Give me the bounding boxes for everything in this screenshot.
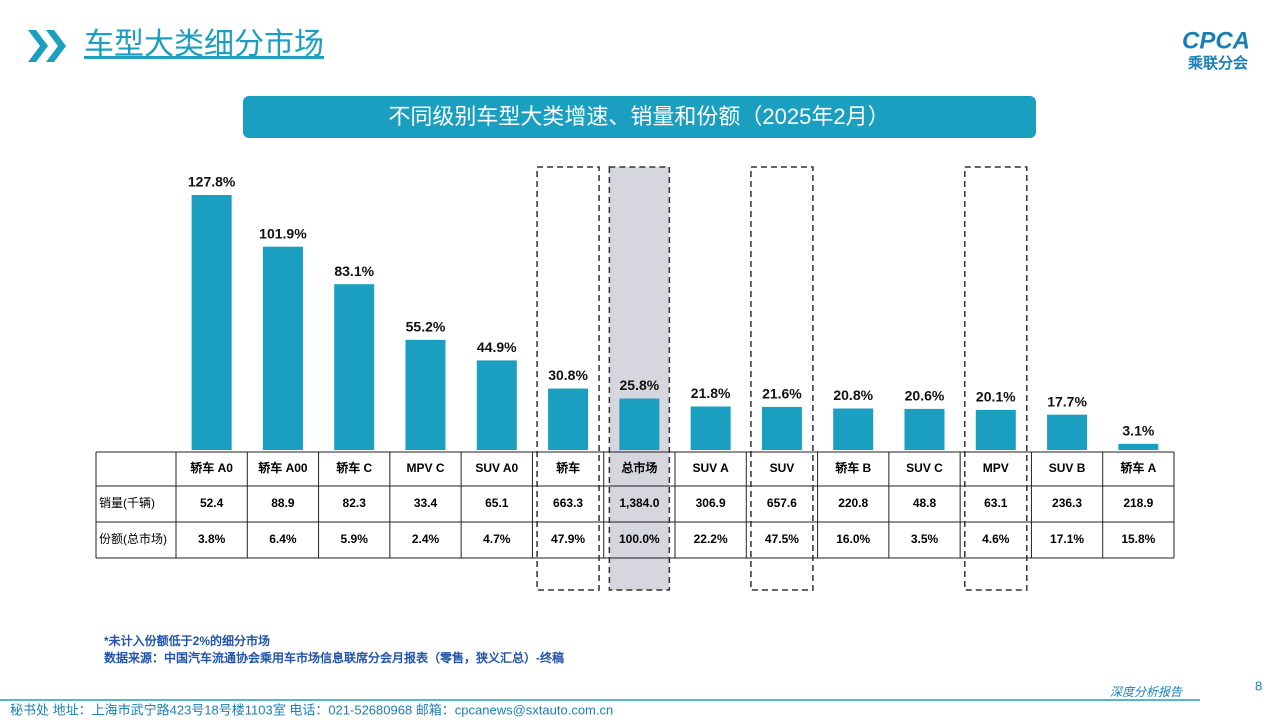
table-header: SUV C: [906, 461, 943, 475]
logo-subtext: 乘联分会: [1187, 54, 1248, 72]
value-label: 44.9%: [477, 339, 517, 355]
row-label: 销量(千辆): [99, 496, 155, 510]
footer-address: 秘书处 地址：上海市武宁路423号18号楼1103室 电话：021-526809…: [10, 702, 613, 717]
table-header: SUV B: [1049, 461, 1086, 475]
table-header: 轿车 C: [336, 460, 372, 475]
bar: [262, 246, 303, 450]
table-cell: 16.0%: [836, 532, 870, 546]
bar: [334, 284, 375, 450]
table-header: 轿车 A0: [190, 460, 233, 475]
footer-report: 深度分析报告: [1110, 685, 1183, 699]
chevron-icon: [28, 30, 66, 62]
table-cell: 2.4%: [412, 532, 440, 546]
value-label: 101.9%: [259, 225, 307, 241]
bar: [405, 339, 446, 450]
value-label: 25.8%: [620, 377, 660, 393]
table-cell: 47.9%: [551, 532, 585, 546]
table-cell: 657.6: [767, 496, 797, 510]
table-cell: 82.3: [343, 496, 367, 510]
dashed-box: [750, 166, 814, 591]
logo-text: CPCA: [1182, 27, 1250, 54]
value-label: 21.6%: [762, 386, 802, 402]
table-header: 总市场: [621, 460, 657, 475]
table-cell: 33.4: [414, 496, 438, 510]
table-cell: 52.4: [200, 496, 224, 510]
page-number: 8: [1255, 678, 1262, 693]
table-header: SUV: [770, 461, 795, 475]
table-cell: 663.3: [553, 496, 583, 510]
table-cell: 88.9: [271, 496, 295, 510]
table-cell: 4.7%: [483, 532, 511, 546]
bar: [904, 408, 945, 450]
table-cell: 65.1: [485, 496, 509, 510]
bar: [690, 406, 731, 450]
dashed-box: [536, 166, 600, 591]
table-header: MPV: [983, 461, 1009, 475]
bar: [476, 360, 517, 450]
table-header: SUV A: [693, 461, 730, 475]
bar: [833, 408, 874, 450]
note: *未计入份额低于2%的细分市场: [104, 633, 270, 648]
table-cell: 47.5%: [765, 532, 799, 546]
table-cell: 15.8%: [1121, 532, 1155, 546]
table-cell: 3.5%: [911, 532, 939, 546]
value-label: 17.7%: [1047, 393, 1087, 409]
table-cell: 5.9%: [341, 532, 369, 546]
value-label: 20.1%: [976, 389, 1016, 405]
value-label: 55.2%: [406, 319, 446, 335]
table-cell: 1,384.0: [619, 496, 659, 510]
chart-title: 不同级别车型大类增速、销量和份额（2025年2月）: [388, 104, 889, 129]
bar: [191, 195, 232, 450]
bar: [761, 406, 802, 450]
table-cell: 63.1: [984, 496, 1008, 510]
highlight-box: [608, 166, 671, 591]
table-cell: 17.1%: [1050, 532, 1084, 546]
table-cell: 22.2%: [694, 532, 728, 546]
chart-title-bar: [243, 96, 1036, 138]
value-label: 30.8%: [548, 367, 588, 383]
bar: [619, 398, 660, 450]
row-label: 份额(总市场): [99, 531, 167, 546]
table-header: 轿车 A00: [258, 460, 308, 475]
table-cell: 220.8: [838, 496, 868, 510]
table-header: MPV C: [406, 461, 444, 475]
table-header: 轿车 B: [835, 460, 871, 475]
value-label: 3.1%: [1122, 423, 1154, 439]
value-label: 83.1%: [334, 263, 374, 279]
table-header: SUV A0: [475, 461, 518, 475]
table-cell: 100.0%: [619, 532, 660, 546]
value-label: 20.6%: [905, 388, 945, 404]
note: 数据来源：中国汽车流通协会乘用车市场信息联席分会月报表（零售，狭义汇总）-终稿: [104, 650, 564, 665]
bar: [1118, 443, 1159, 450]
value-label: 21.8%: [691, 385, 731, 401]
value-label: 127.8%: [188, 174, 236, 190]
dashed-box: [964, 166, 1028, 591]
bar: [548, 388, 589, 450]
table-cell: 3.8%: [198, 532, 226, 546]
table-cell: 236.3: [1052, 496, 1082, 510]
value-label: 20.8%: [833, 387, 873, 403]
table-cell: 48.8: [913, 496, 937, 510]
bar: [1047, 414, 1088, 450]
table-cell: 6.4%: [269, 532, 297, 546]
table-cell: 4.6%: [982, 532, 1010, 546]
table-cell: 218.9: [1123, 496, 1153, 510]
page-title: 车型大类细分市场: [84, 28, 324, 61]
table-cell: 306.9: [696, 496, 726, 510]
table-header: 轿车 A: [1120, 460, 1156, 475]
table-header: 轿车: [556, 460, 580, 475]
bar: [975, 409, 1016, 450]
